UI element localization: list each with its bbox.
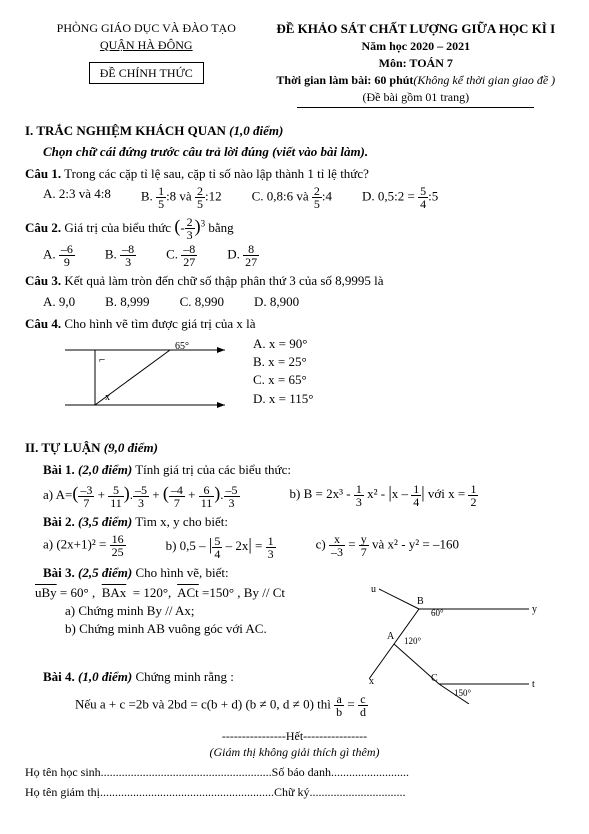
q1-opt-d: D. 0,5:2 = 54:5 [362, 185, 438, 210]
q4-answers: A. x = 90° B. x = 25° C. x = 65° D. x = … [253, 335, 313, 408]
q3-opt-b: B. 8,999 [105, 293, 149, 311]
bai2-c: c) x–3 = y7 và x² - y² = –160 [316, 533, 459, 560]
bai4-text: Chứng minh rằng : [135, 669, 233, 684]
header-hr [297, 107, 534, 108]
section2-head: II. TỰ LUẬN (9,0 điểm) [25, 439, 564, 457]
org-line-2: QUẬN HÀ ĐÔNG [25, 37, 268, 54]
bai1-b: b) B = 2x³ - 13 x² - |x – 14| với x = 12 [290, 481, 479, 509]
q2-text-post: bằng [208, 220, 233, 235]
svg-text:x: x [105, 392, 110, 403]
footer-note: (Giám thị không giải thích gì thêm) [25, 744, 564, 761]
bai3-points: (2,5 điểm) [78, 565, 132, 580]
q4-text: Cho hình vẽ tìm được giá trị của x là [64, 316, 255, 331]
bai1-a: a) A=(–37 + 511).–53 + (–47 + 611).–53 [43, 481, 240, 509]
q1-opt-a: A. 2:3 và 4:8 [43, 185, 111, 210]
bai2-a: a) (2x+1)² = 1625 [43, 533, 126, 560]
section1-head: I. TRẮC NGHIỆM KHÁCH QUAN (1,0 điểm) [25, 122, 564, 140]
bai1: Bài 1. (2,0 điểm) Tính giá trị của các b… [43, 461, 564, 479]
time-line: Thời gian làm bài: 60 phút(Không kể thời… [268, 72, 564, 89]
question-2: Câu 2. Giá trị của biểu thức (-23)3 bằng [25, 214, 564, 242]
svg-text:x: x [369, 676, 374, 687]
bai3-label: Bài 3. [43, 565, 75, 580]
q1-options: A. 2:3 và 4:8 B. 15:8 và 25:12 C. 0,8:6 … [43, 185, 564, 210]
q4-row: ⌐ 65° x A. x = 90° B. x = 25° C. x = 65°… [25, 335, 564, 425]
svg-text:120°: 120° [404, 636, 422, 646]
proctor-line: Họ tên giám thị.........................… [25, 784, 564, 801]
section1-instruction: Chọn chữ cái đứng trước câu trả lời đúng… [43, 143, 564, 161]
section1-title: I. TRẮC NGHIỆM KHÁCH QUAN [25, 123, 226, 138]
q3-opt-d: D. 8,900 [254, 293, 299, 311]
q1-opt-b: B. 15:8 và 25:12 [141, 185, 222, 210]
svg-text:60°: 60° [431, 608, 444, 618]
footer-separator: ----------------Hết---------------- [25, 728, 564, 745]
bai1-points: (2,0 điểm) [78, 462, 132, 477]
svg-text:A: A [387, 631, 395, 642]
svg-text:y: y [532, 604, 537, 615]
q2-opt-b: B. –83 [105, 243, 136, 268]
svg-text:C: C [431, 673, 438, 684]
q4-opt-c: C. x = 65° [253, 371, 313, 389]
bai1-parts: a) A=(–37 + 511).–53 + (–47 + 611).–53 b… [43, 481, 564, 509]
exam-title: ĐỀ KHẢO SÁT CHẤT LƯỢNG GIỮA HỌC KÌ I [268, 20, 564, 38]
bai2-label: Bài 2. [43, 514, 75, 529]
question-4: Câu 4. Cho hình vẽ tìm được giá trị của … [25, 315, 564, 333]
question-1: Câu 1. Trong các cặp tỉ lệ sau, cặp tỉ s… [25, 165, 564, 183]
svg-text:150°: 150° [454, 688, 472, 698]
q2-opt-d: D. 827 [227, 243, 259, 268]
q4-label: Câu 4. [25, 316, 61, 331]
header-right: ĐỀ KHẢO SÁT CHẤT LƯỢNG GIỮA HỌC KÌ I Năm… [268, 20, 564, 108]
exam-header: PHÒNG GIÁO DỤC VÀ ĐÀO TẠO QUẬN HÀ ĐÔNG Đ… [25, 20, 564, 108]
section2-title: II. TỰ LUẬN [25, 440, 101, 455]
question-3: Câu 3. Kết quả làm tròn đến chữ số thập … [25, 272, 564, 290]
q3-options: A. 9,0 B. 8,999 C. 8,990 D. 8,900 [43, 293, 564, 311]
header-left: PHÒNG GIÁO DỤC VÀ ĐÀO TẠO QUẬN HÀ ĐÔNG Đ… [25, 20, 268, 108]
org-line-1: PHÒNG GIÁO DỤC VÀ ĐÀO TẠO [25, 20, 268, 37]
bai2: Bài 2. (3,5 điểm) Tìm x, y cho biết: [43, 513, 564, 531]
svg-text:⌐: ⌐ [99, 354, 105, 366]
q2-opt-a: A. –69 [43, 243, 75, 268]
svg-text:65°: 65° [175, 341, 189, 352]
q2-options: A. –69 B. –83 C. –827 D. 827 [43, 243, 564, 268]
section2-points: (9,0 điểm) [104, 440, 158, 455]
q3-opt-c: C. 8,990 [180, 293, 224, 311]
bai2-points: (3,5 điểm) [78, 514, 132, 529]
bai1-label: Bài 1. [43, 462, 75, 477]
bai3: Bài 3. (2,5 điểm) Cho hình vẽ, biết: [43, 564, 564, 582]
q4-opt-d: D. x = 115° [253, 390, 313, 408]
q2-label: Câu 2. [25, 220, 61, 235]
bai4-points: (1,0 điểm) [78, 669, 132, 684]
bai2-parts: a) (2x+1)² = 1625 b) 0,5 – |54 – 2x| = 1… [43, 533, 564, 560]
q2-opt-c: C. –827 [166, 243, 197, 268]
svg-text:B: B [417, 596, 424, 607]
bai1-text: Tính giá trị của các biểu thức: [135, 462, 291, 477]
subject-line: Môn: TOÁN 7 [268, 55, 564, 72]
svg-text:u: u [371, 584, 376, 595]
q1-opt-c: C. 0,8:6 và 25:4 [252, 185, 332, 210]
bai3-text: Cho hình vẽ, biết: [135, 565, 228, 580]
svg-text:t: t [532, 679, 535, 690]
bai4-label: Bài 4. [43, 669, 75, 684]
q3-label: Câu 3. [25, 273, 61, 288]
year-line: Năm học 2020 – 2021 [268, 38, 564, 55]
time-label: Thời gian làm bài: 60 phút [276, 73, 413, 87]
q4-opt-a: A. x = 90° [253, 335, 313, 353]
bai2-text: Tìm x, y cho biết: [135, 514, 228, 529]
q1-label: Câu 1. [25, 166, 61, 181]
q4-opt-b: B. x = 25° [253, 353, 313, 371]
official-stamp: ĐỀ CHÍNH THỨC [89, 62, 204, 85]
q2-text-pre: Giá trị của biểu thức [64, 220, 174, 235]
q4-diagram: ⌐ 65° x [55, 335, 235, 425]
student-line: Họ tên học sinh.........................… [25, 764, 564, 781]
q1-text: Trong các cặp tỉ lệ sau, cặp tỉ số nào l… [64, 166, 369, 181]
time-note: (Không kể thời gian giao đề ) [413, 73, 555, 87]
q3-opt-a: A. 9,0 [43, 293, 75, 311]
pages-line: (Đề bài gồm 01 trang) [268, 89, 564, 106]
section1-points: (1,0 điểm) [229, 123, 283, 138]
bai2-b: b) 0,5 – |54 – 2x| = 13 [166, 533, 276, 560]
bai3-diagram: y u B 60° A 120° x C 150° t [369, 584, 539, 704]
q3-text: Kết quả làm tròn đến chữ số thập phân th… [64, 273, 383, 288]
